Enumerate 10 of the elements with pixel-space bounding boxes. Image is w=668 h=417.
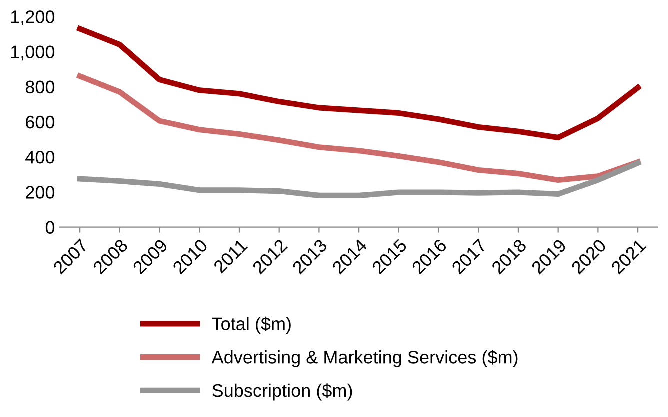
- y-tick-label: 400: [26, 151, 55, 164]
- y-tick-label: 1,200: [11, 10, 55, 26]
- y-tick-label: 800: [26, 80, 55, 94]
- y-tick-label: 0: [46, 221, 55, 234]
- y-tick-label: 1,000: [11, 46, 55, 61]
- y-tick-label: 600: [26, 116, 55, 129]
- legend-label: Total ($m): [212, 316, 291, 334]
- y-tick-label: 200: [26, 186, 55, 199]
- legend-label: Subscription ($m): [212, 384, 352, 401]
- legend-label: Advertising & Marketing Services ($m): [212, 350, 518, 368]
